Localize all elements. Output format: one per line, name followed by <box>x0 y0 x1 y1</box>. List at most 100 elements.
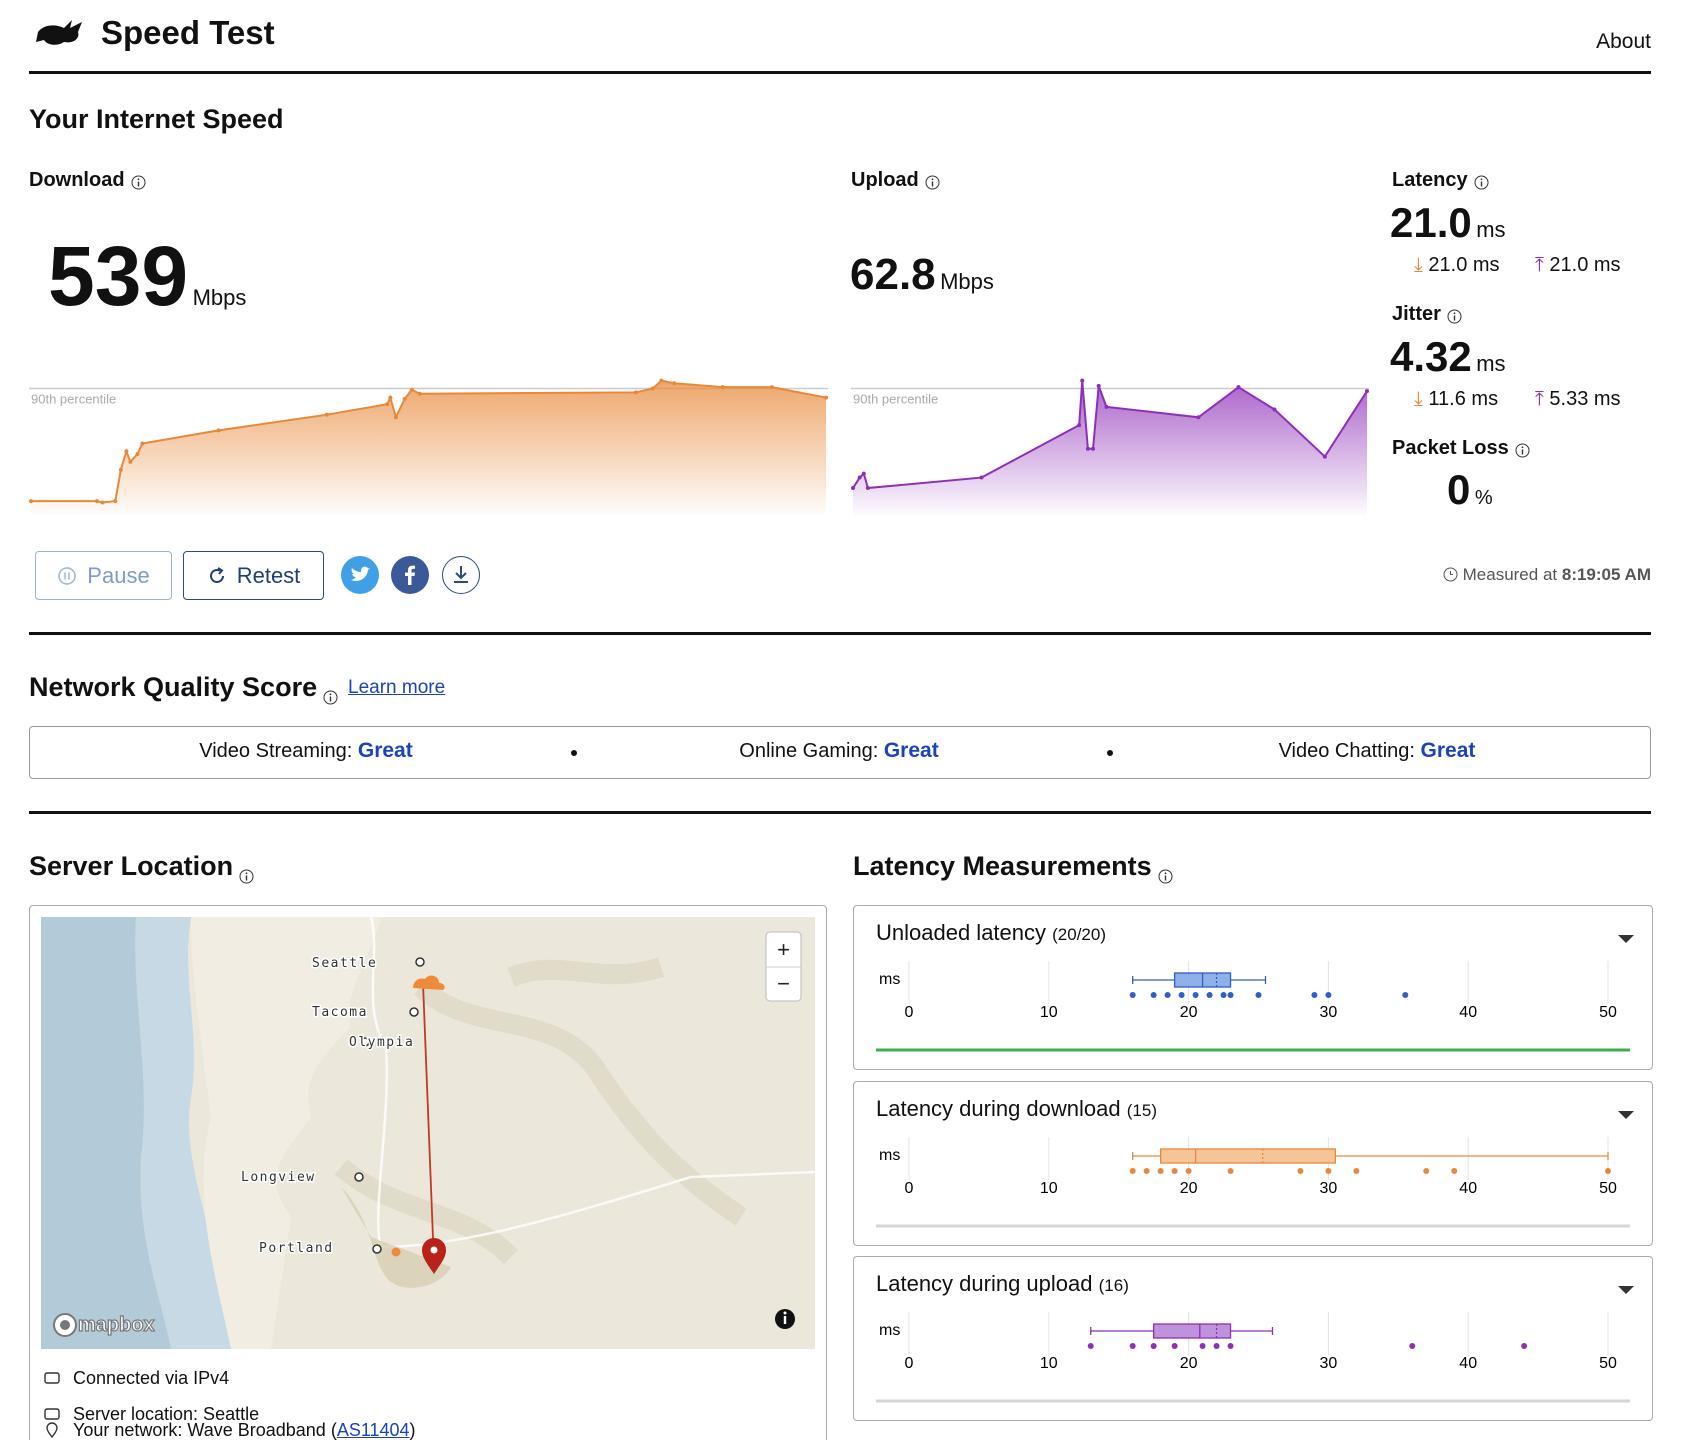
point <box>1104 404 1109 409</box>
info-icon[interactable] <box>1447 307 1462 324</box>
dot <box>1453 312 1456 315</box>
quality-item: Video Streaming: Great <box>196 739 416 763</box>
info-icon[interactable] <box>1474 173 1489 190</box>
count: (15) <box>1126 1100 1157 1120</box>
x-tick-label: 0 <box>905 1004 914 1021</box>
panel-title: Unloaded latency (20/20) <box>876 920 1106 946</box>
rating: Great <box>1420 739 1476 762</box>
count: (16) <box>1098 1276 1129 1295</box>
point <box>1164 992 1171 998</box>
learn-more-link[interactable]: Learn more <box>348 677 446 698</box>
info-icon[interactable] <box>323 681 338 705</box>
info-icon[interactable] <box>1515 441 1530 458</box>
icon <box>1515 443 1530 458</box>
reference-label: 90th percentile <box>853 391 938 406</box>
box <box>1152 1323 1232 1339</box>
detail-row: Server location: Seattle <box>43 1404 259 1425</box>
dot <box>931 178 934 181</box>
label: Upload <box>851 169 919 191</box>
divider <box>29 71 1651 74</box>
label: Video Chatting: <box>1278 740 1415 762</box>
map[interactable]: Seattle Tacoma Olympia Longview Portland mapb… <box>41 917 815 1349</box>
x-tick-label: 0 <box>905 1355 914 1372</box>
point <box>1087 1343 1094 1349</box>
point <box>1091 446 1096 451</box>
city-label: Seattle <box>312 956 377 971</box>
x-tick-label: 50 <box>1599 1004 1617 1021</box>
retest-button[interactable]: Retest <box>183 551 324 600</box>
detail-row: Connected via IPv4 <box>43 1368 229 1389</box>
pause-button[interactable]: Pause <box>35 551 172 600</box>
label: Jitter <box>1392 303 1441 325</box>
icon-shape <box>44 1372 60 1384</box>
line <box>852 380 1368 490</box>
point <box>1227 1343 1234 1349</box>
unit: ms <box>1476 351 1506 376</box>
label: Latency during upload <box>876 1271 1093 1296</box>
latency-panel[interactable]: Latency during upload (16) ms 0 10 20 30 40 50 <box>853 1256 1653 1421</box>
jitter-label: Jitter <box>1392 303 1462 326</box>
point <box>1157 1167 1164 1174</box>
section-title: Server Location <box>29 851 254 884</box>
point <box>388 395 393 400</box>
value: 21.0 ms <box>1549 254 1621 276</box>
download-label: Download <box>29 169 146 192</box>
section-title: Latency Measurements <box>853 851 1173 884</box>
expand-toggle[interactable] <box>1618 1110 1634 1119</box>
point <box>1143 1167 1150 1174</box>
icon <box>44 1408 60 1420</box>
expand-toggle[interactable] <box>1618 1286 1634 1294</box>
twitter-button[interactable] <box>341 556 379 594</box>
asn-link[interactable]: AS11404 <box>336 1420 410 1440</box>
info-icon[interactable] <box>239 860 254 884</box>
point <box>1199 1343 1206 1349</box>
box-plot: ms 0 10 20 30 40 50 <box>876 1110 1634 1227</box>
label: Pause <box>87 562 150 588</box>
point <box>720 385 725 390</box>
point <box>1521 1343 1528 1349</box>
text: Your network: Wave Broadband ( <box>73 1420 337 1440</box>
info-icon[interactable] <box>925 173 940 190</box>
latency-down: ⤓ 21.0 ms <box>1414 254 1500 276</box>
icon-shape <box>46 1422 58 1439</box>
ring <box>239 869 254 884</box>
latency-panel[interactable]: Unloaded latency (20/20) ms 0 10 20 30 40 50 <box>853 905 1653 1070</box>
info-icon[interactable] <box>131 173 146 190</box>
label: Network Quality Score <box>29 672 318 702</box>
point <box>1605 1167 1611 1174</box>
point <box>857 475 862 480</box>
latency-up: ⤒ 21.0 ms <box>1535 254 1621 276</box>
point <box>1213 1343 1220 1349</box>
point <box>979 475 984 480</box>
icon-shape <box>44 1408 60 1420</box>
facebook-button[interactable] <box>391 556 429 594</box>
value: 21.0 <box>1390 199 1472 246</box>
jitter-down: ⤓ 11.6 ms <box>1414 388 1499 410</box>
point <box>1325 1167 1332 1174</box>
zoom-out[interactable]: − <box>777 971 790 996</box>
label: Server Location <box>29 851 234 881</box>
latency-panel[interactable]: Latency during download (15) ms 0 10 20 30 40 5… <box>853 1080 1653 1246</box>
section-title: Network Quality Score <box>29 672 338 705</box>
dot <box>1480 178 1482 181</box>
city-label: Longview <box>241 1170 316 1185</box>
zoom-in[interactable]: + <box>777 937 790 962</box>
expand-toggle[interactable] <box>1618 935 1634 943</box>
ring <box>131 175 146 190</box>
point <box>1236 385 1241 390</box>
info-icon[interactable] <box>1158 860 1173 884</box>
box <box>1159 1147 1337 1164</box>
download-chart: 90th percentile <box>29 378 828 515</box>
download-results-button[interactable] <box>442 556 480 594</box>
x-tick-label: 10 <box>1040 1180 1058 1197</box>
about-link[interactable]: About <box>1596 30 1651 53</box>
x-tick-label: 40 <box>1459 1180 1477 1197</box>
detail-row: Your network: Wave Broadband (AS11404) <box>43 1420 416 1440</box>
point <box>851 486 855 491</box>
point <box>1272 407 1277 412</box>
value: 0 <box>1447 466 1471 513</box>
point <box>216 428 221 433</box>
ring <box>1474 175 1489 190</box>
ring <box>925 175 940 190</box>
section-title: Your Internet Speed <box>29 104 284 134</box>
